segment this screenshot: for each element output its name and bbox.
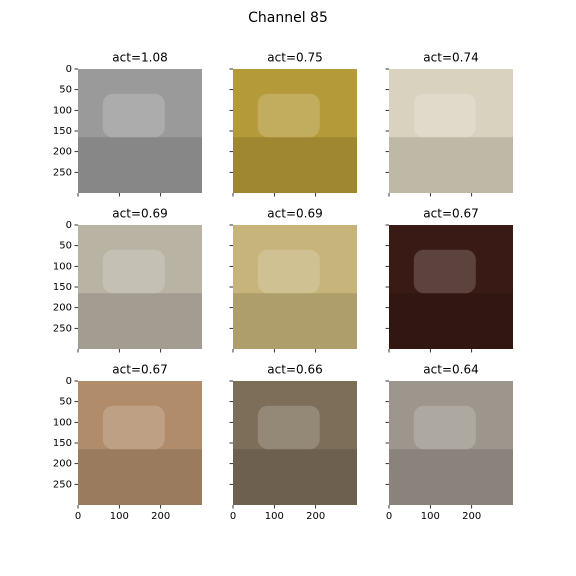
image-highlight bbox=[257, 249, 320, 294]
image-highlight bbox=[257, 405, 320, 450]
image bbox=[389, 381, 513, 505]
image bbox=[389, 69, 513, 193]
x-tick-label: 0 bbox=[230, 511, 236, 522]
x-tick-label: 0 bbox=[75, 511, 81, 522]
y-tick-label: 250 bbox=[53, 167, 72, 178]
image-highlight bbox=[413, 249, 476, 294]
y-tick-label: 100 bbox=[53, 105, 72, 116]
image-shade bbox=[78, 137, 202, 193]
y-tick-label: 250 bbox=[53, 479, 72, 490]
y-tick-label: 0 bbox=[66, 376, 72, 387]
image-highlight bbox=[257, 93, 320, 138]
image-shade bbox=[389, 449, 513, 505]
x-tick-label: 200 bbox=[151, 511, 170, 522]
image-highlight bbox=[102, 249, 165, 294]
image-highlight bbox=[413, 93, 476, 138]
image bbox=[233, 381, 357, 505]
y-tick-label: 200 bbox=[53, 303, 72, 314]
y-tick-label: 100 bbox=[53, 261, 72, 272]
x-tick-label: 100 bbox=[110, 511, 129, 522]
figure-title: Channel 85 bbox=[248, 10, 328, 26]
image-shade bbox=[233, 293, 357, 349]
x-tick-label: 200 bbox=[306, 511, 325, 522]
image bbox=[233, 69, 357, 193]
y-tick-label: 200 bbox=[53, 459, 72, 470]
image-highlight bbox=[413, 405, 476, 450]
y-tick-label: 150 bbox=[53, 282, 72, 293]
image bbox=[78, 69, 202, 193]
y-tick-label: 150 bbox=[53, 126, 72, 137]
panel-title: act=0.74 bbox=[423, 51, 478, 65]
image bbox=[78, 225, 202, 349]
image-shade bbox=[78, 449, 202, 505]
y-tick-label: 50 bbox=[59, 85, 72, 96]
image-shade bbox=[389, 293, 513, 349]
panel-title: act=0.67 bbox=[112, 363, 167, 377]
panel-title: act=0.67 bbox=[423, 207, 478, 221]
panel-title: act=1.08 bbox=[112, 51, 167, 65]
y-tick-label: 100 bbox=[53, 417, 72, 428]
image bbox=[389, 225, 513, 349]
image bbox=[78, 381, 202, 505]
y-tick-label: 0 bbox=[66, 220, 72, 231]
y-tick-label: 250 bbox=[53, 323, 72, 334]
x-tick-label: 0 bbox=[386, 511, 392, 522]
image-shade bbox=[389, 137, 513, 193]
panel-title: act=0.66 bbox=[267, 363, 322, 377]
y-tick-label: 0 bbox=[66, 64, 72, 75]
image-highlight bbox=[102, 405, 165, 450]
x-tick-label: 100 bbox=[265, 511, 284, 522]
image-shade bbox=[233, 137, 357, 193]
panel-title: act=0.64 bbox=[423, 363, 478, 377]
image-shade bbox=[233, 449, 357, 505]
y-tick-label: 50 bbox=[59, 397, 72, 408]
image-highlight bbox=[102, 93, 165, 138]
y-tick-label: 150 bbox=[53, 438, 72, 449]
x-tick-label: 100 bbox=[421, 511, 440, 522]
image bbox=[233, 225, 357, 349]
panel-title: act=0.69 bbox=[267, 207, 322, 221]
x-tick-label: 200 bbox=[462, 511, 481, 522]
y-tick-label: 50 bbox=[59, 241, 72, 252]
y-tick-label: 200 bbox=[53, 147, 72, 158]
image-shade bbox=[78, 293, 202, 349]
panel-title: act=0.69 bbox=[112, 207, 167, 221]
panel-title: act=0.75 bbox=[267, 51, 322, 65]
